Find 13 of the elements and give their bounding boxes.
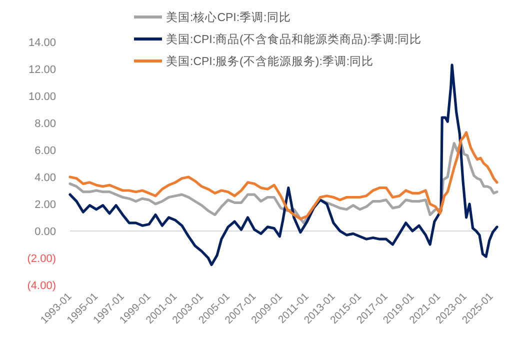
y-tick-label: 4.00 xyxy=(34,172,56,184)
y-tick-label: 2.00 xyxy=(34,198,56,211)
y-tick-label: 14.00 xyxy=(28,36,56,49)
y-tick-label: 6.00 xyxy=(34,144,56,157)
y-tick-label: 12.00 xyxy=(28,64,56,76)
legend-label: 美国:CPI:服务(不含能源服务):季调:同比 xyxy=(166,54,374,68)
y-tick-label: 8.00 xyxy=(34,118,56,130)
legend-label: 美国:核心CPI:季调:同比 xyxy=(166,10,291,24)
y-tick-label: (4.00) xyxy=(27,280,56,292)
y-tick-label: (2.00) xyxy=(27,252,56,265)
y-tick-label: 10.00 xyxy=(28,90,56,103)
legend-label: 美国:CPI:商品(不含食品和能源类商品):季调:同比 xyxy=(166,32,422,46)
y-tick-label: 0.00 xyxy=(34,226,56,238)
